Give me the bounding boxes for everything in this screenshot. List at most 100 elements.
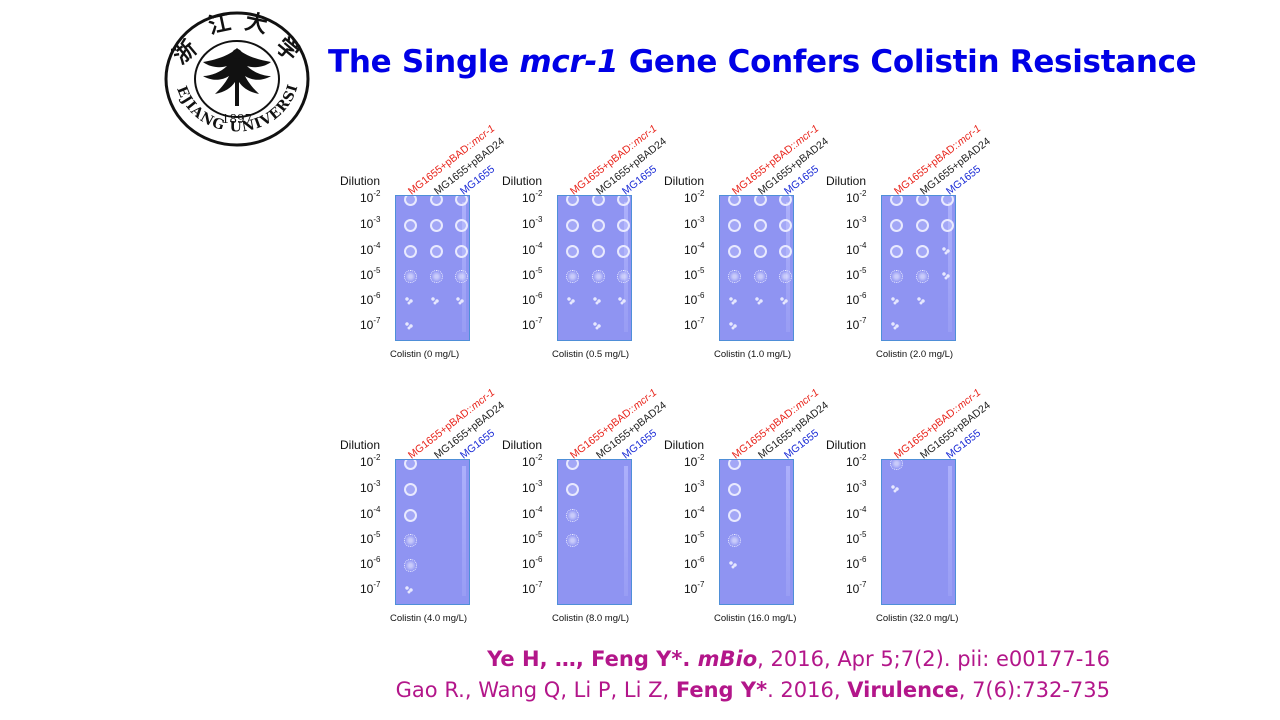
- dilution-label: 10-3: [360, 479, 381, 495]
- dilution-label: 10-6: [360, 555, 381, 571]
- dilution-header: Dilution: [826, 174, 867, 188]
- colony-spot: [592, 196, 605, 206]
- eagle-emblem: [203, 48, 271, 106]
- dilution-label: 10-2: [360, 189, 381, 205]
- colony-spot: [890, 295, 900, 305]
- colistin-concentration-label: Colistin (16.0 mg/L): [714, 613, 797, 624]
- colony-spot: [890, 196, 903, 206]
- colony-spot: [728, 559, 738, 569]
- dilution-label: 10-4: [360, 505, 381, 521]
- colony-spot: [592, 219, 605, 232]
- colony-spot: [455, 295, 465, 305]
- dilution-header: Dilution: [502, 438, 543, 452]
- citation-2-year: . 2016,: [767, 678, 848, 702]
- dilution-label: 10-4: [360, 241, 381, 257]
- colony-spot: [430, 245, 443, 258]
- dilution-label: 10-6: [846, 291, 867, 307]
- dilution-label: 10-6: [684, 555, 705, 571]
- dilution-label: 10-5: [522, 266, 543, 282]
- agar-plate: [719, 459, 794, 605]
- colony-spot: [592, 270, 605, 283]
- colistin-concentration-label: Colistin (0 mg/L): [390, 349, 460, 360]
- title-text-before: The Single: [328, 44, 520, 80]
- colony-spot: [890, 483, 900, 493]
- colony-spot: [779, 245, 792, 258]
- colistin-concentration-label: Colistin (2.0 mg/L): [876, 349, 954, 360]
- svg-text:大: 大: [243, 10, 270, 39]
- colony-spot: [455, 196, 468, 206]
- dilution-label: 10-3: [522, 215, 543, 231]
- dilution-label: 10-4: [522, 241, 543, 257]
- colony-spot: [779, 196, 792, 206]
- dilution-header: Dilution: [502, 174, 543, 188]
- colony-spot: [617, 295, 627, 305]
- colony-spot: [455, 245, 468, 258]
- colony-spot: [566, 509, 579, 522]
- citation-1-journal: mBio: [697, 647, 758, 671]
- colony-spot: [404, 270, 417, 283]
- colony-spot: [779, 219, 792, 232]
- dilution-label: 10-2: [846, 453, 867, 469]
- colony-spot: [430, 295, 440, 305]
- colony-spot: [430, 270, 443, 283]
- plate-panel: MG1655+pBAD::mcr-1 MG1655+pBAD24 MG1655 Dil…: [492, 364, 669, 624]
- agar-plate: [395, 195, 470, 341]
- colony-spot: [754, 219, 767, 232]
- plate-panel: MG1655+pBAD::mcr-1 MG1655+pBAD24 MG1655 Dil…: [654, 364, 831, 624]
- dilution-label: 10-6: [846, 555, 867, 571]
- spot-assay-figure: MG1655+pBAD::mcr-1 MG1655+pBAD24 MG1655 Dil…: [330, 100, 993, 630]
- colony-spot: [592, 295, 602, 305]
- colony-spot: [728, 509, 741, 522]
- dilution-label: 10-6: [522, 291, 543, 307]
- title-gene: mcr-1: [519, 44, 619, 80]
- plate-panel: MG1655+pBAD::mcr-1 MG1655+pBAD24 MG1655 Dil…: [816, 364, 993, 624]
- dilution-label: 10-2: [522, 453, 543, 469]
- colony-spot: [890, 245, 903, 258]
- colistin-concentration-label: Colistin (8.0 mg/L): [552, 613, 630, 624]
- colony-spot: [941, 219, 954, 232]
- university-logo: 浙 江 大 学 1897 ZHEJIANG UNIVERSITY: [163, 10, 310, 147]
- colony-spot: [916, 295, 926, 305]
- dilution-label: 10-3: [360, 215, 381, 231]
- colony-spot: [404, 320, 414, 330]
- colony-spot: [404, 559, 417, 572]
- dilution-label: 10-5: [846, 266, 867, 282]
- dilution-header: Dilution: [664, 438, 705, 452]
- colony-spot: [566, 219, 579, 232]
- dilution-label: 10-7: [360, 316, 381, 332]
- dilution-label: 10-2: [360, 453, 381, 469]
- colony-spot: [728, 270, 741, 283]
- dilution-label: 10-2: [684, 189, 705, 205]
- colony-spot: [916, 219, 929, 232]
- citation-2-journal: Virulence: [847, 678, 959, 702]
- dilution-label: 10-7: [684, 316, 705, 332]
- colony-spot: [728, 295, 738, 305]
- colony-spot: [617, 219, 630, 232]
- colony-spot: [566, 245, 579, 258]
- colony-spot: [566, 534, 579, 547]
- citation-2-authors: Gao R., Wang Q, Li P, Li Z,: [395, 678, 676, 702]
- colony-spot: [916, 270, 929, 283]
- colony-spot: [617, 270, 630, 283]
- dilution-label: 10-5: [360, 266, 381, 282]
- colony-spot: [728, 534, 741, 547]
- colistin-concentration-label: Colistin (0.5 mg/L): [552, 349, 630, 360]
- dilution-label: 10-7: [522, 580, 543, 596]
- colony-spot: [404, 460, 417, 470]
- colony-spot: [779, 295, 789, 305]
- citation-2-details: , 7(6):732-735: [958, 678, 1110, 702]
- colony-spot: [430, 219, 443, 232]
- dilution-label: 10-6: [522, 555, 543, 571]
- colony-spot: [728, 245, 741, 258]
- colony-spot: [754, 196, 767, 206]
- colony-spot: [890, 460, 903, 470]
- colony-spot: [404, 584, 414, 594]
- agar-plate: [719, 195, 794, 341]
- colony-spot: [617, 245, 630, 258]
- colony-spot: [566, 483, 579, 496]
- dilution-label: 10-3: [684, 479, 705, 495]
- agar-plate: [881, 459, 956, 605]
- colony-spot: [566, 270, 579, 283]
- svg-text:江: 江: [206, 10, 233, 39]
- colony-spot: [890, 320, 900, 330]
